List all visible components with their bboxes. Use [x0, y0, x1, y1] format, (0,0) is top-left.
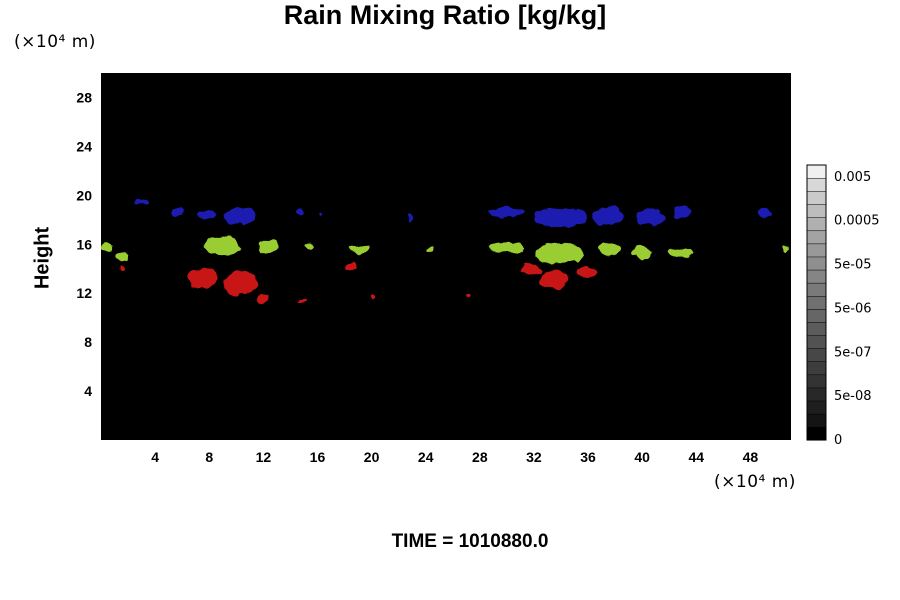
chart-title: Rain Mixing Ratio [kg/kg] [283, 0, 607, 30]
data-blob-upper-5 [316, 211, 321, 217]
data-blob-upper-6 [408, 214, 414, 223]
data-blob-upper-3 [221, 208, 257, 225]
x-tick-label-36: 36 [580, 449, 596, 465]
data-blob-upper-0 [134, 199, 152, 206]
data-blob-lower-3 [256, 293, 271, 303]
data-blob-middle-9 [597, 243, 620, 256]
data-blob-middle-12 [782, 245, 789, 253]
colorbar-swatch-1 [806, 413, 827, 428]
colorbar-swatch-2 [806, 400, 827, 415]
colorbar-label-2: 5e-05 [834, 258, 872, 273]
data-blob-middle-2 [205, 235, 241, 256]
x-axis-unit: (×10⁴ m) [714, 472, 796, 492]
x-tick-label-16: 16 [310, 449, 326, 465]
data-blob-lower-2 [222, 271, 258, 296]
colorbar-swatch-4 [806, 374, 827, 389]
y-axis-ticks: 4 8 12 16 20 24 28 [76, 89, 92, 399]
x-tick-label-4: 4 [151, 449, 159, 465]
data-blob-lower-1 [186, 268, 219, 289]
data-blob-upper-7 [487, 206, 526, 218]
x-tick-label-24: 24 [418, 449, 434, 465]
colorbar-labels: 0.005 0.0005 5e-05 5e-06 5e-07 5e-08 0 [834, 170, 880, 448]
colorbar-label-6: 0 [834, 433, 842, 448]
colorbar-label-5: 5e-08 [834, 389, 872, 404]
colorbar-label-1: 0.0005 [834, 214, 880, 229]
x-tick-label-44: 44 [689, 449, 705, 465]
colorbar-swatch-5 [806, 361, 827, 376]
colorbar-swatch-9 [806, 308, 827, 323]
data-blob-middle-5 [349, 245, 370, 253]
y-tick-label-16: 16 [76, 236, 92, 252]
colorbar-swatch-0 [806, 426, 827, 441]
data-blob-middle-4 [305, 243, 313, 250]
colorbar-swatch-10 [806, 295, 827, 310]
data-blob-middle-1 [115, 252, 130, 261]
data-blob-upper-11 [673, 206, 692, 219]
data-blob-middle-7 [487, 242, 526, 254]
x-tick-label-8: 8 [205, 449, 213, 465]
colorbar-swatch-11 [806, 282, 827, 297]
colorbar-swatch-13 [806, 256, 827, 271]
colorbar-swatch-18 [806, 190, 827, 205]
colorbar [806, 164, 827, 441]
data-blob-lower-4 [297, 299, 306, 304]
colorbar-label-0: 0.005 [834, 170, 871, 185]
time-annotation: TIME = 1010880.0 [391, 531, 549, 552]
data-blob-middle-0 [101, 241, 112, 252]
y-tick-label-12: 12 [76, 285, 92, 301]
data-blob-middle-8 [535, 242, 584, 264]
data-blob-lower-0 [118, 265, 127, 272]
data-blob-middle-3 [258, 239, 279, 255]
data-blob-lower-5 [345, 261, 358, 272]
y-tick-label-24: 24 [76, 138, 92, 154]
colorbar-swatch-15 [806, 230, 827, 245]
data-blob-lower-7 [465, 293, 470, 298]
data-blob-upper-2 [198, 209, 215, 221]
colorbar-swatch-19 [806, 177, 827, 192]
data-blob-upper-8 [533, 207, 589, 228]
y-tick-label-8: 8 [84, 334, 92, 350]
colorbar-swatch-14 [806, 243, 827, 258]
data-layers [101, 199, 789, 304]
data-blob-lower-6 [370, 295, 375, 299]
colorbar-swatch-16 [806, 217, 827, 232]
y-tick-label-20: 20 [76, 187, 92, 203]
data-blob-lower-9 [539, 270, 570, 289]
data-blob-upper-4 [295, 209, 304, 216]
colorbar-border [806, 164, 827, 441]
x-tick-label-32: 32 [526, 449, 542, 465]
y-tick-label-28: 28 [76, 89, 92, 105]
data-blob-middle-10 [632, 246, 653, 259]
y-axis-unit: (×10⁴ m) [14, 32, 96, 52]
y-tick-label-4: 4 [84, 383, 92, 399]
colorbar-swatch-3 [806, 387, 827, 402]
data-blob-lower-10 [576, 266, 597, 278]
data-blob-upper-10 [634, 209, 664, 226]
x-tick-label-12: 12 [256, 449, 272, 465]
data-blob-upper-9 [593, 206, 624, 226]
colorbar-swatch-7 [806, 334, 827, 349]
data-blob-upper-12 [757, 208, 771, 217]
colorbar-swatch-20 [806, 164, 827, 179]
data-blob-middle-6 [427, 247, 436, 254]
colorbar-label-3: 5e-06 [834, 301, 872, 316]
colorbar-swatch-6 [806, 348, 827, 362]
data-blob-lower-8 [521, 264, 542, 276]
x-tick-label-48: 48 [743, 449, 759, 465]
data-blob-middle-11 [667, 248, 693, 258]
colorbar-swatch-12 [806, 269, 827, 284]
colorbar-swatch-17 [806, 204, 827, 218]
x-tick-label-40: 40 [634, 449, 650, 465]
colorbar-swatch-8 [806, 321, 827, 336]
x-tick-label-28: 28 [472, 449, 488, 465]
x-axis-ticks: 4 8 12 16 20 24 28 32 36 40 44 48 [151, 449, 758, 465]
colorbar-label-4: 5e-07 [834, 345, 872, 360]
x-tick-label-20: 20 [364, 449, 380, 465]
data-blob-upper-1 [171, 206, 185, 219]
plot-area [101, 73, 791, 440]
